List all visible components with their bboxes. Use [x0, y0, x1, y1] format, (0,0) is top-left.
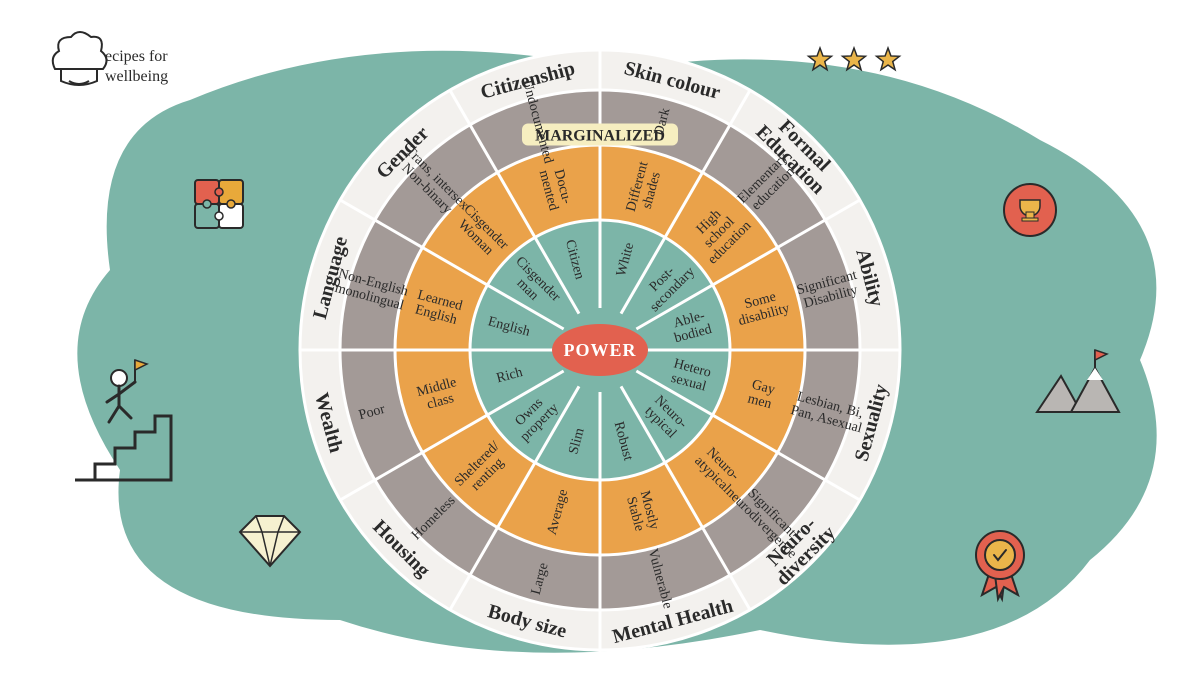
stage: MARGINALIZEDSkin colourDarkDifferentshad…	[0, 0, 1200, 675]
marginalized-label: MARGINALIZED	[535, 128, 665, 145]
star-icon	[877, 48, 900, 70]
brand-logo: ecipes for wellbeing	[45, 25, 215, 100]
diagram-svg: MARGINALIZEDSkin colourDarkDifferentshad…	[0, 0, 1200, 675]
svg-text:wellbeing: wellbeing	[105, 68, 168, 85]
center-label: POWER	[563, 340, 636, 360]
svg-text:ecipes for: ecipes for	[105, 48, 168, 65]
star-icon	[843, 48, 866, 70]
